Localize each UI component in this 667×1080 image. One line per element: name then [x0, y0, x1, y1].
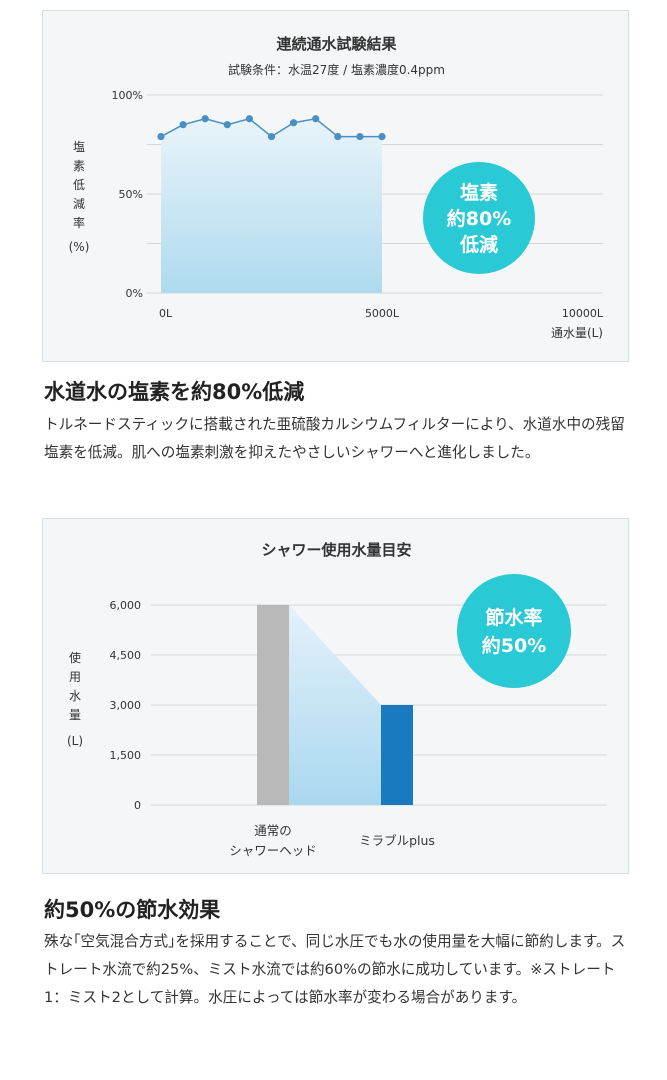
y-tick-label: 50% [119, 188, 143, 201]
y-axis-label-char: 減 [73, 196, 85, 211]
badge-circle [423, 162, 535, 274]
data-point [378, 132, 386, 141]
category-label: ミラブルplus [359, 833, 435, 848]
y-tick-label: 0% [126, 287, 143, 300]
data-point [245, 115, 253, 123]
x-tick-label: 5000L [365, 307, 400, 320]
data-point [267, 132, 276, 141]
y-axis-label-unit: (L) [67, 734, 83, 748]
y-axis-label-char: 素 [73, 159, 85, 173]
y-axis-label-char: 塩 [73, 139, 85, 154]
chart-title: シャワー使用水量目安 [261, 541, 411, 559]
comparison-wedge [289, 605, 381, 805]
area-fill [161, 118, 382, 293]
y-axis-label-unit: (%) [69, 240, 90, 254]
y-axis-label-char: 水 [69, 689, 81, 703]
y-tick-label: 6,000 [110, 599, 142, 612]
y-axis-label-char: 率 [73, 215, 85, 230]
chart-title: 連続通水試験結果 [276, 35, 397, 53]
y-axis-label-char: 低 [73, 178, 85, 192]
x-axis-label: 通水量(L) [551, 326, 603, 340]
chlorine-heading: 水道水の塩素を約80%低減 [44, 380, 305, 404]
x-tick-label: 0L [159, 307, 173, 320]
badge-text: 節水率 [485, 606, 542, 629]
water-usage-chart: シャワー使用水量目安 0 1,500 3,000 4,500 6,000 通常のシャワーヘッ… [67, 541, 607, 858]
x-tick-label: 10000L [562, 307, 604, 320]
badge-text: 約50% [482, 634, 546, 657]
badge-text: 低減 [459, 233, 498, 256]
data-point [334, 132, 342, 141]
data-point [179, 121, 187, 129]
y-tick-label: 1,500 [110, 749, 142, 762]
chlorine-chart-panel: 連続通水試験結果試験条件：水温27度 / 塩素濃度0.4ppm 0% 50% 100%… [42, 10, 629, 362]
water-usage-chart-panel: シャワー使用水量目安 0 1,500 3,000 4,500 6,000 通常のシャワーヘッ… [42, 518, 629, 874]
y-tick-label: 3,000 [110, 699, 142, 712]
bar [381, 705, 413, 805]
data-point [356, 132, 364, 141]
data-point [312, 115, 320, 123]
y-tick-label: 4,500 [110, 649, 142, 662]
water-saving-description: 殊な｢空気混合方式｣を採用することで、同じ水圧でも水の使用量を大幅に節約します。… [44, 933, 626, 1006]
category-label: 通常の [254, 823, 292, 838]
badge-text: 塩素 [460, 181, 498, 204]
y-axis-label-char: 使 [69, 650, 81, 665]
water-saving-heading: 約50%の節水効果 [44, 898, 221, 922]
bar [257, 605, 289, 805]
data-point [223, 121, 231, 129]
data-point [290, 119, 298, 127]
badge-circle [457, 574, 571, 688]
data-point [201, 115, 209, 123]
y-tick-label: 100% [112, 89, 143, 102]
data-point [157, 132, 165, 141]
category-label: シャワーヘッド [229, 843, 317, 858]
y-axis-label-char: 用 [69, 670, 81, 684]
y-axis-label-char: 量 [69, 708, 81, 722]
chlorine-description: トルネードスティックに搭載された亜硫酸カルシウムフィルターにより、水道水中の残留… [44, 416, 625, 461]
y-tick-label: 0 [134, 799, 141, 812]
chart-subtitle: 試験条件：水温27度 / 塩素濃度0.4ppm [228, 62, 445, 77]
badge-text: 約80% [447, 207, 511, 230]
